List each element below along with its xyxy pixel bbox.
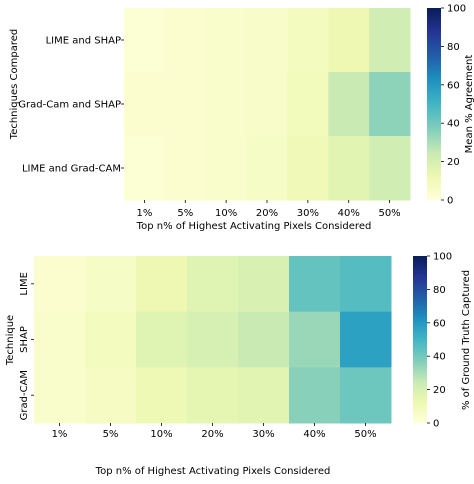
colorbar-tick-label: 80	[447, 42, 460, 53]
heatmap-cell	[238, 311, 290, 368]
heatmap-cell	[205, 8, 248, 73]
heatmap-cell	[246, 8, 288, 73]
heatmap-cell	[328, 8, 370, 73]
heatmap-cell	[136, 311, 188, 368]
heatmap-cell	[187, 367, 239, 424]
x-tick-label: 40%	[338, 208, 360, 219]
heatmap-cell	[34, 311, 86, 368]
heatmap-cell	[328, 136, 370, 201]
x-tick-label: 5%	[177, 208, 193, 219]
x-tick-label: 1%	[136, 208, 152, 219]
heatmap-cell	[205, 136, 248, 201]
heatmap-agreement: 1% 5% 10% 20% 30% 40% 50% LIME and SHAP Grad-Ca…	[9, 4, 474, 233]
heatmap-cell	[340, 367, 392, 424]
heatmap-ground-truth: 1% 5% 10% 20% 30% 40% 50% LIME SHAP Grad-CAM Top…	[5, 252, 472, 478]
heatmap-cell	[124, 8, 166, 73]
heatmap-cell	[238, 256, 290, 313]
heatmap-cell	[246, 72, 288, 137]
heatmap-cell	[85, 311, 137, 368]
heatmap-cells	[34, 256, 392, 424]
y-axis-label: Technique	[5, 315, 16, 366]
colorbar-tick-label: 20	[447, 157, 460, 168]
colorbar-tick-label: 60	[433, 318, 446, 329]
y-tick-label: LIME and SHAP	[46, 36, 121, 47]
heatmap-cell	[289, 256, 341, 313]
heatmap-cell	[136, 367, 188, 424]
heatmap-cell	[246, 136, 288, 201]
x-tick-label: 20%	[256, 208, 278, 219]
x-tick-label: 50%	[354, 429, 376, 440]
y-tick-labels: LIME SHAP Grad-CAM	[19, 272, 34, 420]
colorbar-tick-label: 20	[433, 385, 446, 396]
colorbar-tick-label: 100	[447, 4, 466, 15]
colorbar-tick-label: 80	[433, 285, 446, 296]
x-tick-label: 20%	[201, 429, 223, 440]
heatmap-cells	[124, 8, 411, 201]
heatmap-cell	[85, 367, 137, 424]
colorbar-tick-label: 40	[433, 352, 446, 363]
heatmap-cell	[287, 136, 329, 201]
heatmap-cell	[34, 367, 86, 424]
colorbar	[413, 256, 427, 423]
x-tick-label: 30%	[252, 429, 274, 440]
heatmap-cell	[124, 72, 166, 137]
colorbar-label: % of Ground Truth Captured	[461, 270, 472, 410]
heatmap-cell	[328, 72, 370, 137]
x-tick-label: 10%	[150, 429, 172, 440]
heatmap-cell	[124, 136, 166, 201]
heatmap-cell	[164, 136, 207, 201]
heatmap-cell	[369, 8, 411, 73]
heatmap-cell	[85, 256, 137, 313]
heatmap-cell	[164, 8, 207, 73]
x-tick-labels: 1% 5% 10% 20% 30% 40% 50%	[136, 200, 401, 219]
heatmap-cell	[289, 311, 341, 368]
heatmap-cell	[289, 367, 341, 424]
colorbar-label: Mean % Agreement	[464, 55, 474, 154]
heatmap-cell	[34, 256, 86, 313]
x-tick-label: 5%	[103, 429, 119, 440]
heatmap-cell	[369, 136, 411, 201]
heatmap-cell	[369, 72, 411, 137]
heatmap-cell	[187, 311, 239, 368]
colorbar	[427, 8, 441, 200]
colorbar-tick-label: 100	[433, 252, 452, 263]
heatmap-cell	[238, 367, 290, 424]
heatmap-cell	[340, 311, 392, 368]
x-tick-label: 10%	[215, 208, 237, 219]
heatmap-cell	[287, 72, 329, 137]
x-tick-label: 50%	[378, 208, 400, 219]
colorbar-tick-label: 0	[433, 419, 439, 430]
x-tick-label: 1%	[52, 429, 68, 440]
heatmap-cell	[136, 256, 188, 313]
colorbar-tick-labels: 0 20 40 60 80 100	[427, 252, 452, 430]
y-tick-label: Grad-Cam and SHAP	[18, 100, 121, 111]
colorbar-tick-label: 60	[447, 80, 460, 91]
y-tick-labels: LIME and SHAP Grad-Cam and SHAP LIME and G…	[18, 36, 124, 175]
x-tick-label: 40%	[303, 429, 325, 440]
y-tick-label: LIME	[19, 272, 30, 295]
y-axis-label: Techniques Compared	[9, 29, 20, 140]
heatmap-cell	[187, 256, 239, 313]
colorbar-tick-label: 0	[447, 196, 453, 207]
x-axis-label: Top n% of Highest Activating Pixels Cons…	[136, 221, 372, 232]
colorbar-tick-label: 40	[447, 119, 460, 130]
colorbar-tick-labels: 0 20 40 60 80 100	[441, 4, 466, 207]
x-tick-labels: 1% 5% 10% 20% 30% 40% 50%	[52, 423, 377, 440]
y-tick-label: LIME and Grad-CAM	[22, 164, 121, 175]
heatmap-cell	[164, 72, 207, 137]
x-axis-label: Top n% of Highest Activating Pixels Cons…	[95, 466, 331, 477]
x-tick-label: 30%	[297, 208, 319, 219]
y-tick-label: Grad-CAM	[19, 370, 30, 420]
heatmap-cell	[340, 256, 392, 313]
heatmap-cell	[205, 72, 248, 137]
heatmap-cell	[287, 8, 329, 73]
y-tick-label: SHAP	[19, 326, 30, 353]
